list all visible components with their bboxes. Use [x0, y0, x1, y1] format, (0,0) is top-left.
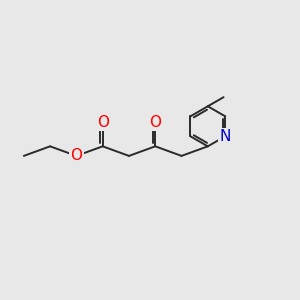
Text: O: O — [70, 148, 83, 164]
Text: O: O — [97, 115, 109, 130]
Text: N: N — [220, 129, 231, 144]
Text: O: O — [149, 115, 161, 130]
